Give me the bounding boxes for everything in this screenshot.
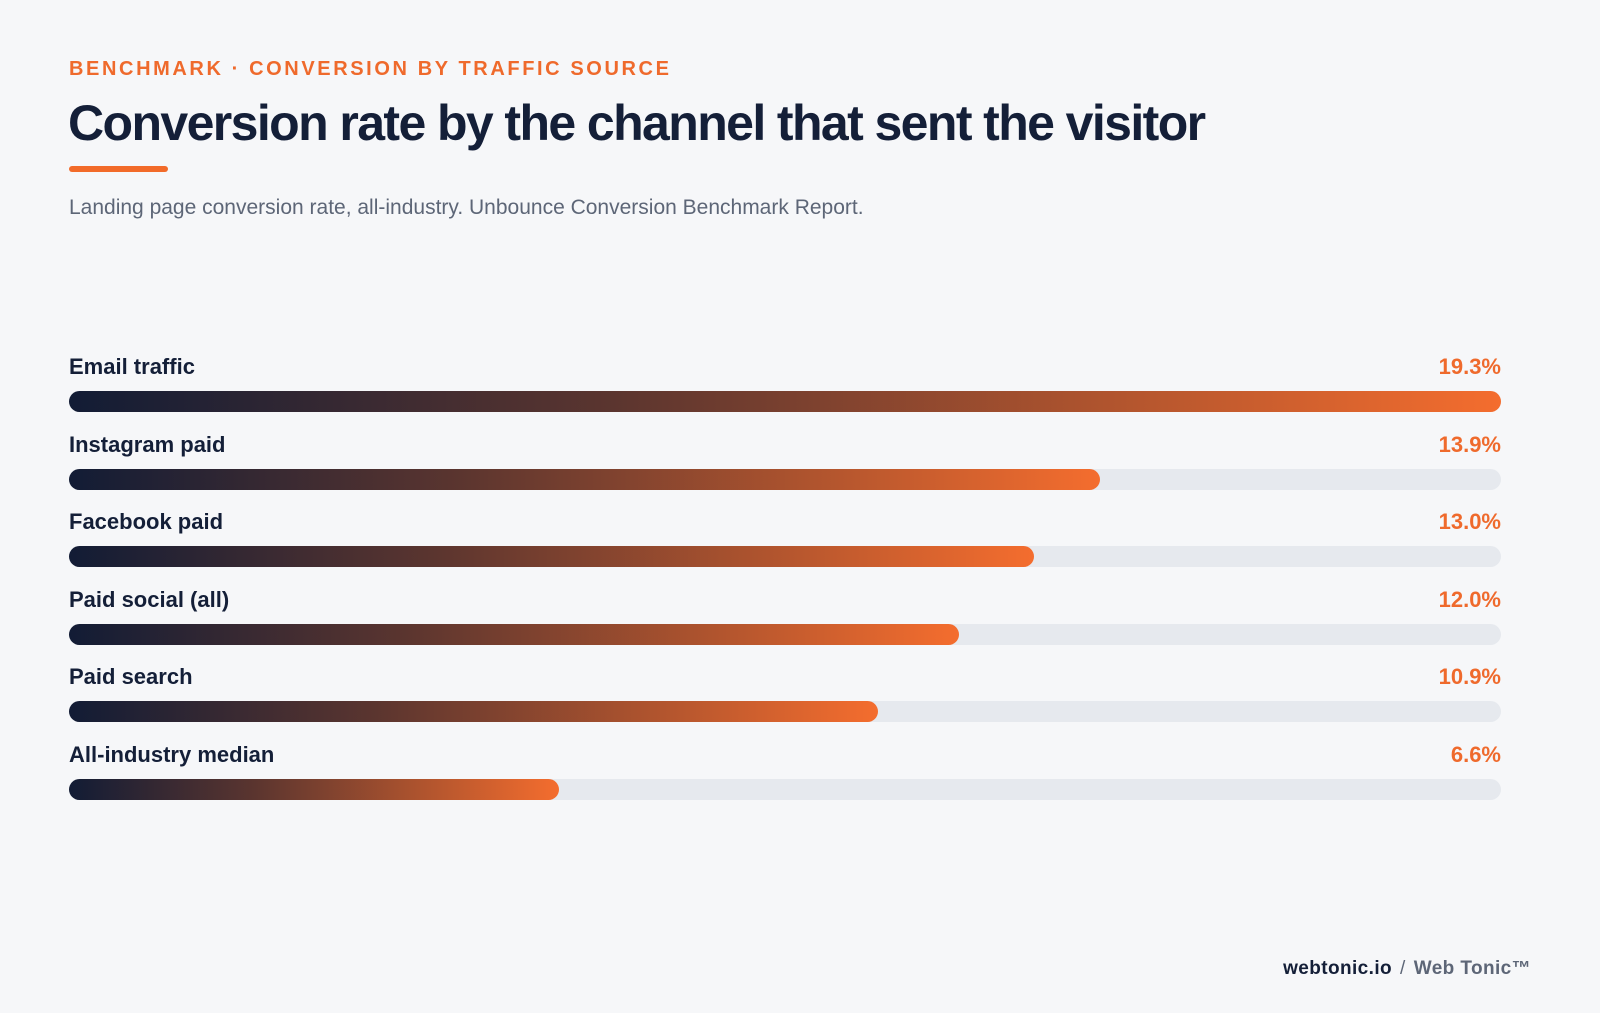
bar-label: Paid search <box>69 664 193 690</box>
bar-track <box>69 468 1501 490</box>
bar-label: Email traffic <box>69 354 195 379</box>
title-underline <box>69 166 168 172</box>
footer-separator: / <box>1400 958 1406 979</box>
bar-label: Instagram paid <box>69 431 226 457</box>
footer-site: webtonic.io <box>1283 958 1393 979</box>
bar-fill <box>69 701 878 723</box>
bar-chart: Email traffic 19.3% Instagram paid 13.9% Fac… <box>69 352 1531 818</box>
bar-label: Paid social (all) <box>69 586 230 612</box>
bar-fill <box>69 546 1034 568</box>
bar-track <box>69 546 1501 568</box>
chart-title: Conversion rate by the channel that sent… <box>68 95 1206 151</box>
bar-row: Facebook paid 13.0% <box>69 507 1531 585</box>
bar-track <box>69 623 1501 645</box>
bar-value-label: 10.9% <box>1438 664 1501 690</box>
eyebrow-label: BENCHMARK · CONVERSION BY TRAFFIC SOURCE <box>69 58 672 80</box>
bar-row: Instagram paid 13.9% <box>69 430 1531 508</box>
bar-track <box>69 701 1501 723</box>
bar-value-label: 19.3% <box>1438 354 1501 379</box>
bar-row: All-industry median 6.6% <box>69 740 1531 818</box>
bar-value-label: 6.6% <box>1450 741 1501 767</box>
bar-fill <box>69 468 1101 490</box>
bar-track <box>69 391 1501 412</box>
bar-row: Email traffic 19.3% <box>69 352 1531 430</box>
bar-value-label: 12.0% <box>1438 586 1501 612</box>
footer-credit: webtonic.io / Web Tonic™ <box>1283 958 1531 980</box>
bar-label: Facebook paid <box>69 509 224 535</box>
chart-subtitle: Landing page conversion rate, all-indust… <box>69 196 864 219</box>
footer-brand: Web Tonic™ <box>1413 958 1531 979</box>
bar-fill <box>69 391 1501 412</box>
bar-label: All-industry median <box>69 741 275 767</box>
bar-row: Paid search 10.9% <box>69 662 1531 740</box>
bar-fill <box>69 623 960 645</box>
bar-fill <box>69 778 559 800</box>
bar-track <box>69 778 1501 800</box>
bar-value-label: 13.9% <box>1438 431 1501 457</box>
bar-row: Paid social (all) 12.0% <box>69 585 1531 663</box>
bar-value-label: 13.0% <box>1438 509 1501 535</box>
